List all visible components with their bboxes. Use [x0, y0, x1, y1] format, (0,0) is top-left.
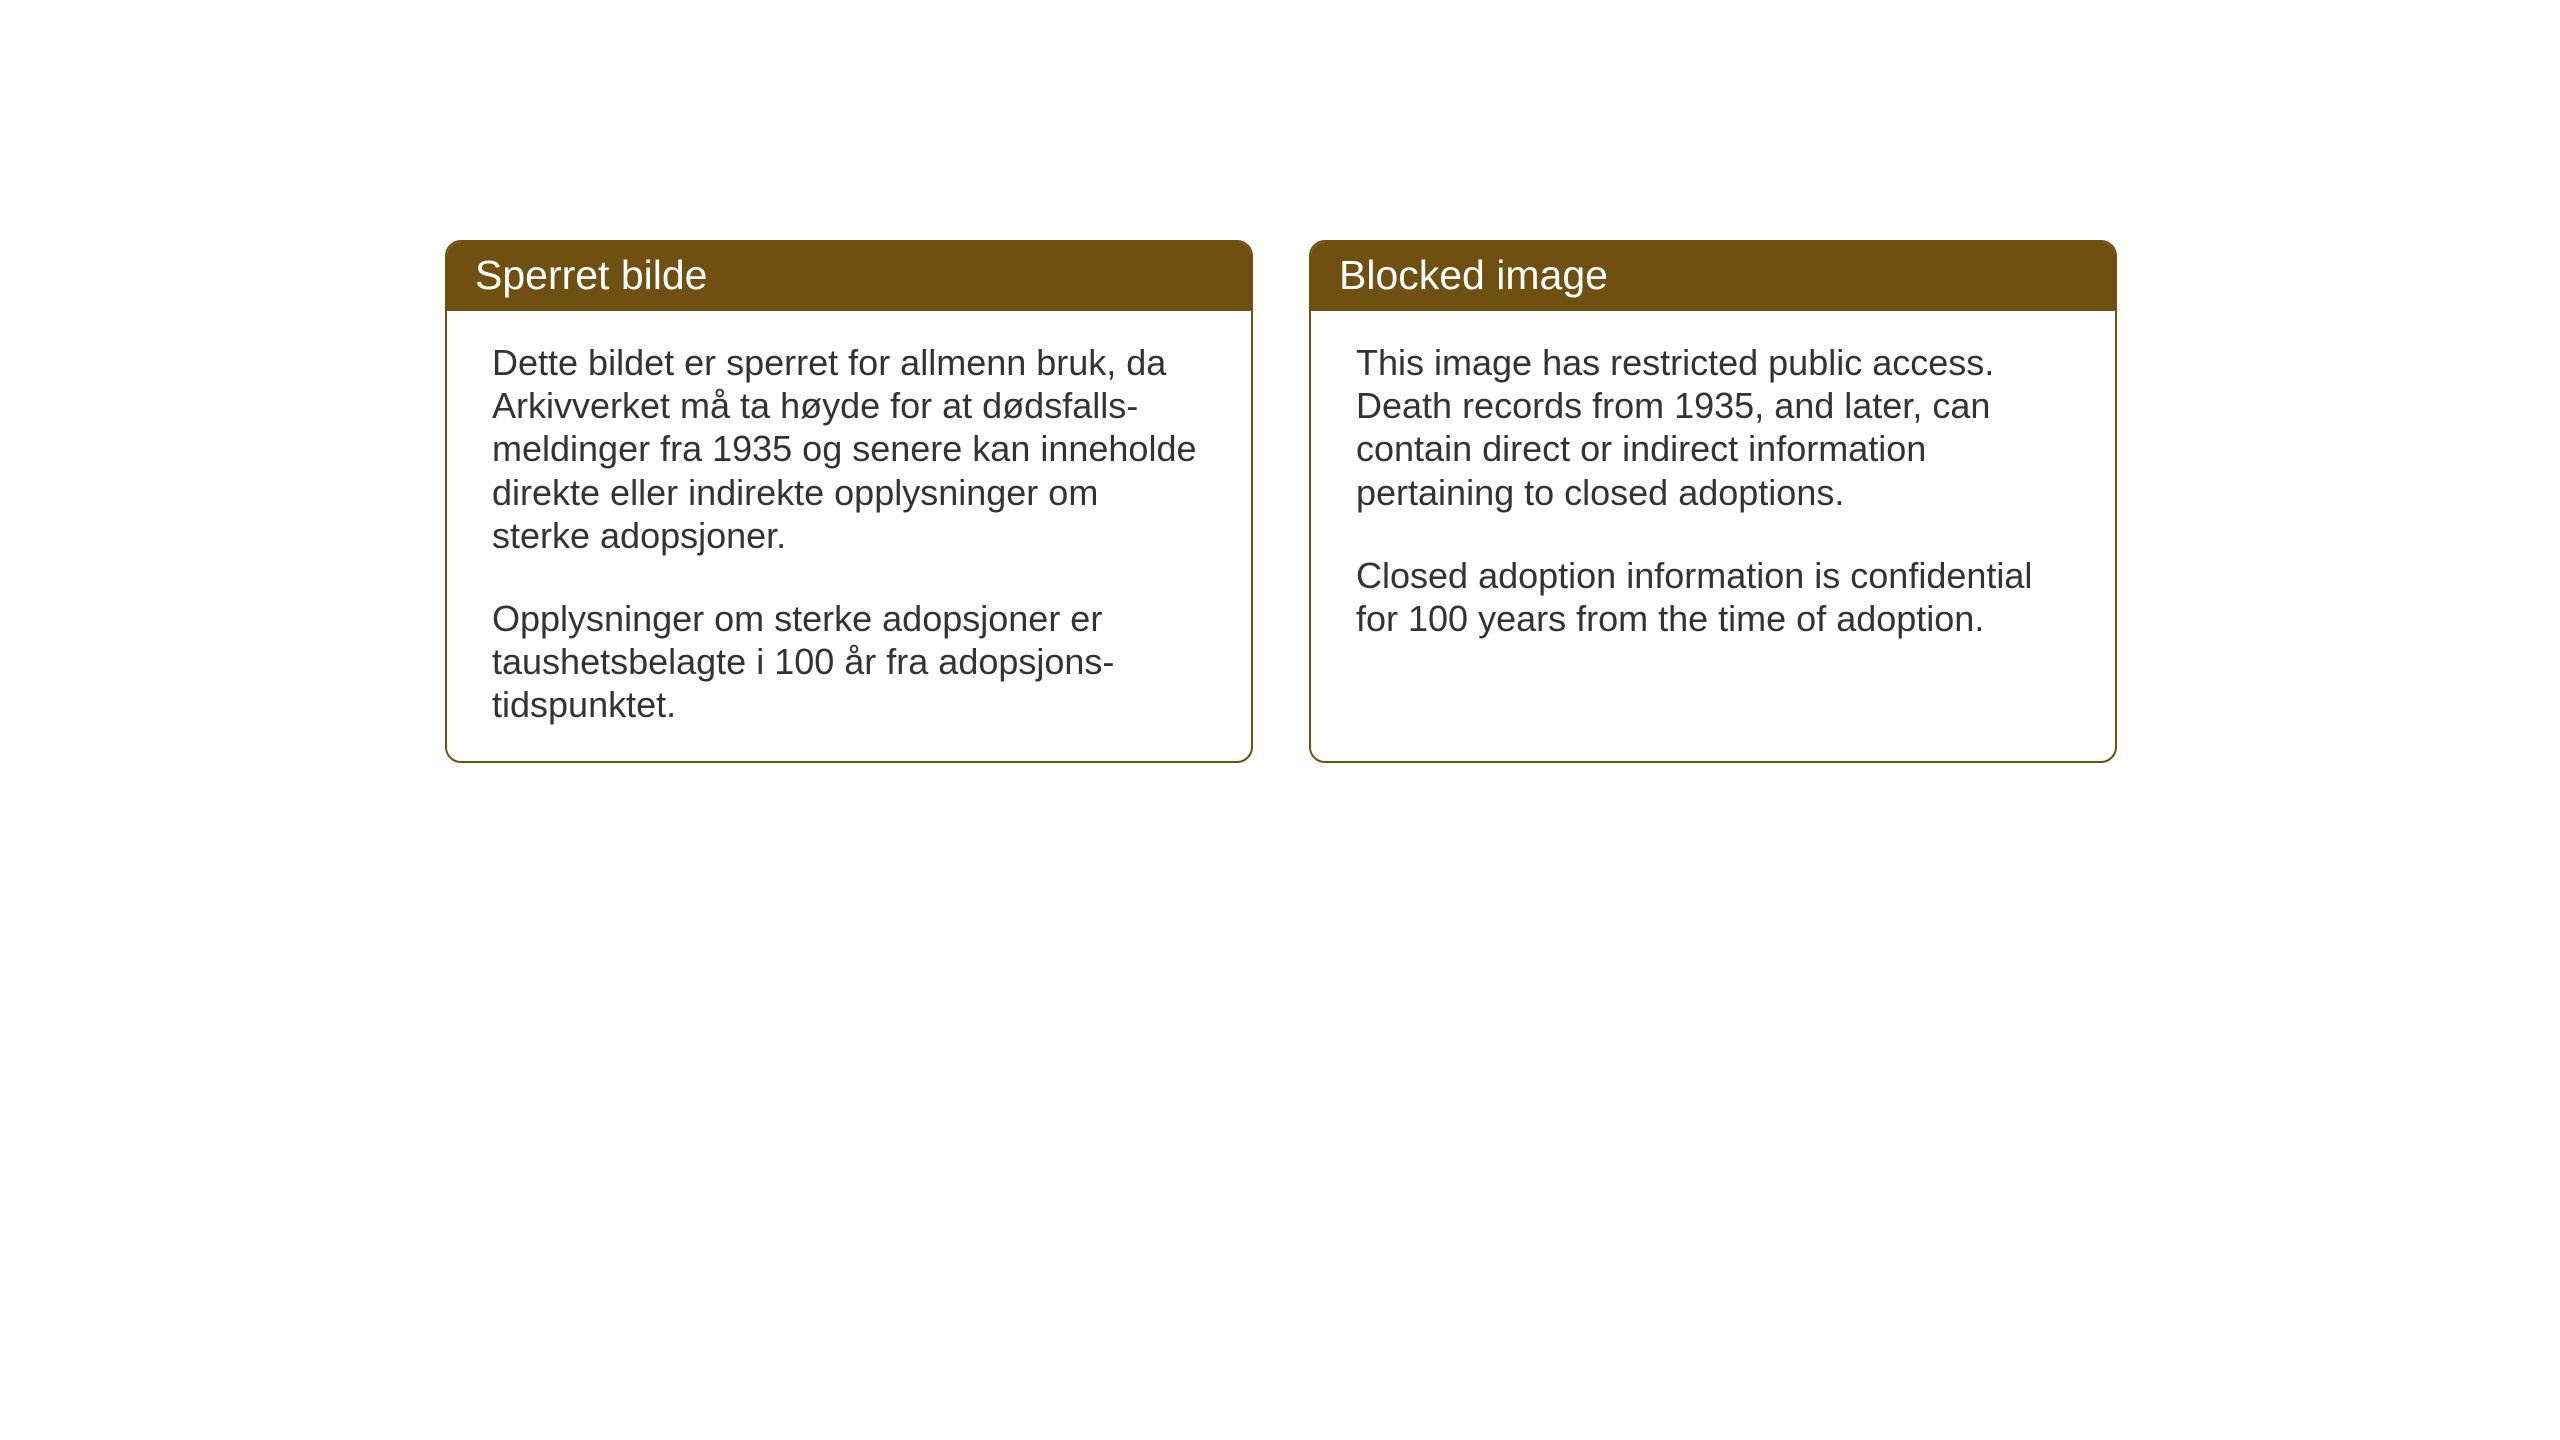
norwegian-card-body: Dette bildet er sperret for allmenn bruk…	[447, 311, 1251, 761]
english-paragraph-2: Closed adoption information is confident…	[1356, 554, 2070, 640]
english-card-body: This image has restricted public access.…	[1311, 311, 2115, 761]
notice-container: Sperret bilde Dette bildet er sperret fo…	[445, 240, 2117, 763]
norwegian-paragraph-2: Opplysninger om sterke adopsjoner er tau…	[492, 597, 1206, 727]
norwegian-card-header: Sperret bilde	[447, 242, 1251, 311]
english-paragraph-1: This image has restricted public access.…	[1356, 341, 2070, 514]
norwegian-notice-card: Sperret bilde Dette bildet er sperret fo…	[445, 240, 1253, 763]
english-notice-card: Blocked image This image has restricted …	[1309, 240, 2117, 763]
english-card-header: Blocked image	[1311, 242, 2115, 311]
norwegian-paragraph-1: Dette bildet er sperret for allmenn bruk…	[492, 341, 1206, 557]
